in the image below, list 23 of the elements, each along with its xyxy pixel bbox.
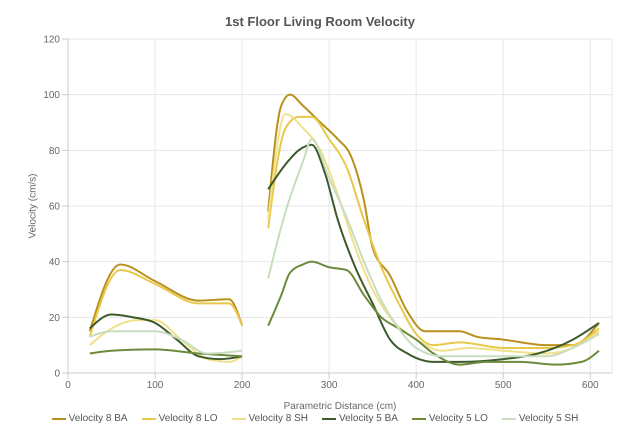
- chart-title: 1st Floor Living Room Velocity: [224, 13, 416, 29]
- x-tick-label: 400: [408, 380, 425, 392]
- y-tick-label: 60: [48, 202, 60, 213]
- legend-label: Velocity 8 LO: [158, 413, 218, 424]
- x-tick-label: 200: [234, 380, 251, 392]
- legend-label: Velocity 8 SH: [248, 413, 308, 424]
- x-tick-label: 500: [494, 380, 512, 392]
- y-tick-label: 40: [48, 257, 60, 268]
- y-tick-label: 120: [43, 34, 60, 46]
- legend-label: Velocity 5 SH: [518, 413, 578, 424]
- y-axis-title: Velocity (cm/s): [28, 173, 39, 239]
- x-axis-title: Parametric Distance (cm): [284, 401, 396, 412]
- legend-label: Velocity 5 BA: [339, 413, 398, 424]
- y-tick-label: 100: [43, 90, 60, 102]
- y-tick-label: 80: [48, 146, 60, 157]
- x-tick-label: 300: [320, 380, 338, 392]
- x-tick-label: 100: [146, 380, 164, 392]
- legend-label: Velocity 8 BA: [68, 413, 128, 424]
- x-tick-label: 0: [65, 380, 72, 392]
- y-tick-label: 20: [48, 312, 60, 324]
- legend-label: Velocity 5 LO: [428, 413, 488, 424]
- y-tick-label: 0: [54, 368, 60, 380]
- x-tick-label: 600: [582, 380, 600, 392]
